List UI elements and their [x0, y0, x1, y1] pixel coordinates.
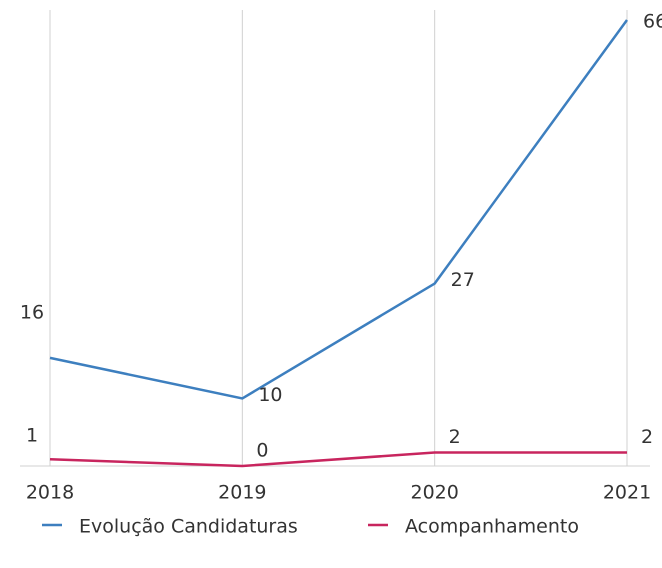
legend-label: Acompanhamento — [405, 516, 579, 538]
data-label: 1 — [26, 425, 38, 447]
x-tick-label: 2021 — [603, 482, 651, 504]
data-label: 27 — [451, 269, 475, 291]
series-line — [49, 19, 629, 400]
series-line — [49, 451, 627, 468]
data-label: 10 — [258, 384, 282, 406]
x-tick-label: 2020 — [410, 482, 458, 504]
data-label: 2 — [641, 426, 653, 448]
data-label: 66 — [643, 11, 662, 33]
data-label: 16 — [20, 301, 44, 323]
legend-label: Evolução Candidaturas — [79, 516, 298, 538]
x-tick-label: 2018 — [26, 482, 74, 504]
x-tick-label: 2019 — [218, 482, 266, 504]
data-label: 0 — [256, 440, 268, 462]
data-label: 2 — [449, 426, 461, 448]
